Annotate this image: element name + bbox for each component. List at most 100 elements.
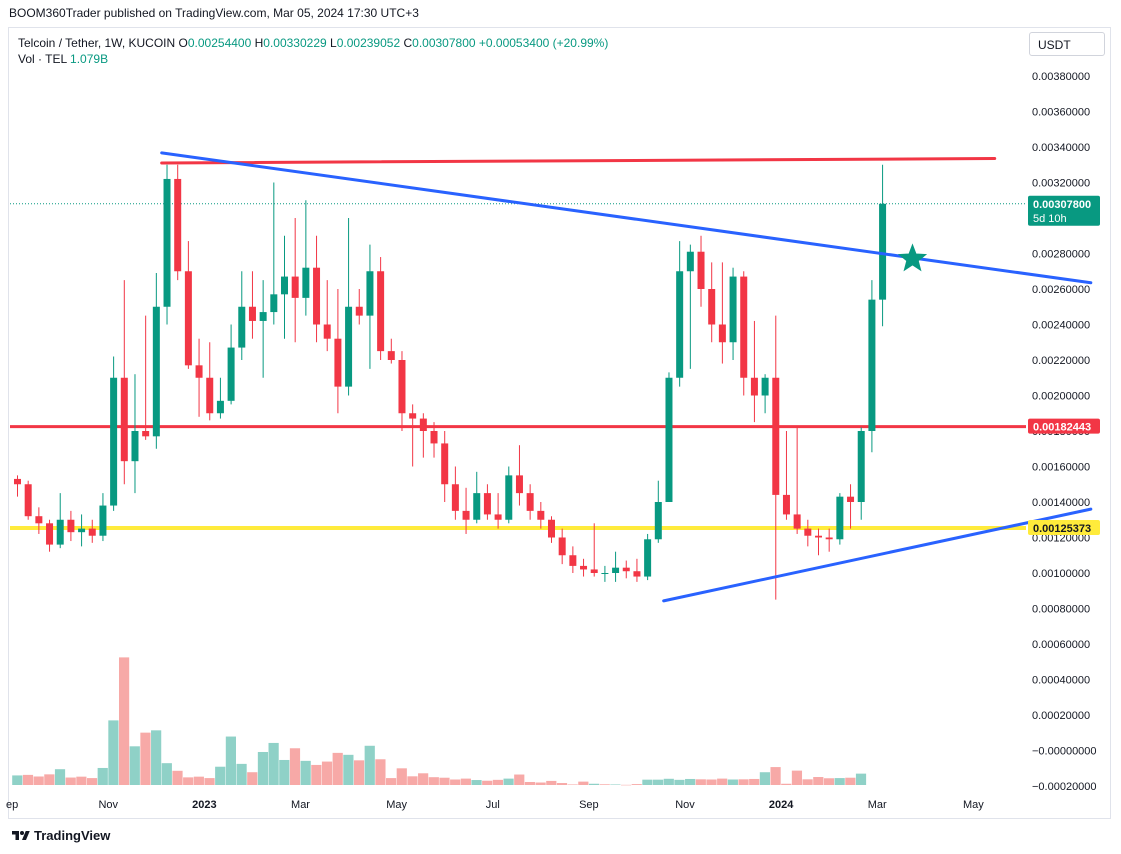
candle-body xyxy=(847,496,855,502)
candle-body xyxy=(718,324,726,343)
volume-bar xyxy=(407,776,418,785)
volume-bar xyxy=(151,730,162,785)
y-tick-label: −0.00020000 xyxy=(1032,781,1097,793)
volume-bar xyxy=(236,763,247,785)
candle-body xyxy=(601,573,609,574)
candle-body xyxy=(815,535,822,538)
candle-body xyxy=(206,377,214,414)
volume-value: 1.079B xyxy=(70,52,109,66)
candle-body xyxy=(772,377,780,495)
candle-body xyxy=(505,475,513,520)
y-tick-label: 0.00220000 xyxy=(1032,355,1090,367)
x-tick-label: 2023 xyxy=(192,799,216,811)
price-labels: 0.00307800 5d 10h 0.00182443 0.00125373 xyxy=(1028,195,1100,535)
ohlc-row: Telcoin / Tether, 1W, KUCOIN O0.00254400… xyxy=(18,35,608,51)
close-label: C xyxy=(403,36,413,50)
volume-bar xyxy=(610,784,621,785)
volume-bar xyxy=(386,778,397,785)
candle-body xyxy=(334,338,342,387)
current-price-label: 0.00307800 xyxy=(1033,199,1091,211)
candle-body xyxy=(195,365,203,378)
footer-brand: TradingView xyxy=(34,828,111,843)
y-tick-label: 0.00020000 xyxy=(1032,710,1090,722)
y-tick-label: 0.00380000 xyxy=(1032,71,1090,83)
candle-body xyxy=(120,377,128,462)
candle-body xyxy=(750,377,758,396)
tradingview-footer: TradingView xyxy=(12,828,110,843)
current-price-label-bg xyxy=(1028,195,1100,226)
x-tick-label: Mar xyxy=(291,799,310,811)
volume-bar xyxy=(578,781,589,785)
y-tick-label: 0.00060000 xyxy=(1032,639,1090,651)
y-tick-label: 0.00140000 xyxy=(1032,497,1090,509)
volume-bar xyxy=(86,778,98,785)
x-tick-label: May xyxy=(963,799,984,811)
candle-body xyxy=(451,484,459,511)
volume-bar xyxy=(492,779,503,785)
volume-bar xyxy=(321,761,333,785)
volume-bar xyxy=(364,745,375,785)
candle-body xyxy=(259,312,267,321)
volume-bar xyxy=(770,767,781,785)
volume-bar xyxy=(65,777,76,785)
volume-bar xyxy=(257,751,269,785)
volume-row: Vol · TEL 1.079B xyxy=(18,51,608,67)
open-label: O xyxy=(178,36,188,50)
candle-body xyxy=(323,324,331,339)
volume-bar xyxy=(215,766,226,785)
candle-body xyxy=(473,493,481,520)
currency-button[interactable]: USDT xyxy=(1029,32,1105,56)
candle-body xyxy=(580,565,588,570)
volume-bar xyxy=(834,778,845,785)
y-tick-label: 0.00100000 xyxy=(1032,568,1090,580)
candle-body xyxy=(782,494,790,515)
volume-bar xyxy=(76,776,87,785)
candle-body xyxy=(163,178,171,307)
x-tick-label: Jul xyxy=(486,799,500,811)
candle-body xyxy=(526,493,534,511)
candle-body xyxy=(590,569,598,573)
volume-bar xyxy=(791,770,803,785)
volume-bar xyxy=(535,782,546,785)
trend-lines xyxy=(160,151,1093,603)
volume-bar xyxy=(450,779,461,785)
x-tick-label: Sep xyxy=(579,799,599,811)
volume-bar xyxy=(631,784,642,785)
x-tick-label: 2024 xyxy=(769,799,794,811)
y-tick-label: 0.00040000 xyxy=(1032,675,1090,687)
volume-bar xyxy=(140,732,151,785)
volume-bar xyxy=(193,776,204,785)
volume-bar xyxy=(588,783,600,785)
y-tick-label: 0.00260000 xyxy=(1032,284,1090,296)
candle-body xyxy=(686,251,694,272)
volume-bar xyxy=(353,760,365,785)
symbol-title[interactable]: Telcoin / Tether, 1W, KUCOIN xyxy=(18,36,176,50)
volume-bar xyxy=(247,772,258,785)
volume-bar xyxy=(653,779,664,785)
resistance-line-top xyxy=(160,157,997,165)
candle-body xyxy=(708,289,716,325)
candle-body xyxy=(462,510,470,520)
candle-body xyxy=(270,294,278,313)
level-red-label-bg xyxy=(1028,418,1100,434)
volume-bar xyxy=(204,778,215,785)
candle-body xyxy=(868,299,876,431)
candle-body xyxy=(345,306,353,387)
volume-bar xyxy=(599,784,610,785)
volume-bar xyxy=(161,763,172,785)
candle-body xyxy=(569,555,577,566)
low-value: 0.00239052 xyxy=(336,36,401,50)
volume-bar xyxy=(685,778,696,785)
candle-body xyxy=(430,431,438,444)
candle-body xyxy=(441,443,449,485)
candle-body xyxy=(857,431,865,502)
candle-body xyxy=(654,502,662,540)
candle-body xyxy=(35,516,43,524)
candle-body xyxy=(515,475,523,494)
volume-bar xyxy=(823,778,835,785)
candle-body xyxy=(78,528,86,533)
candle-body xyxy=(676,271,684,378)
candle-body xyxy=(238,306,246,348)
candle-body xyxy=(836,496,844,540)
